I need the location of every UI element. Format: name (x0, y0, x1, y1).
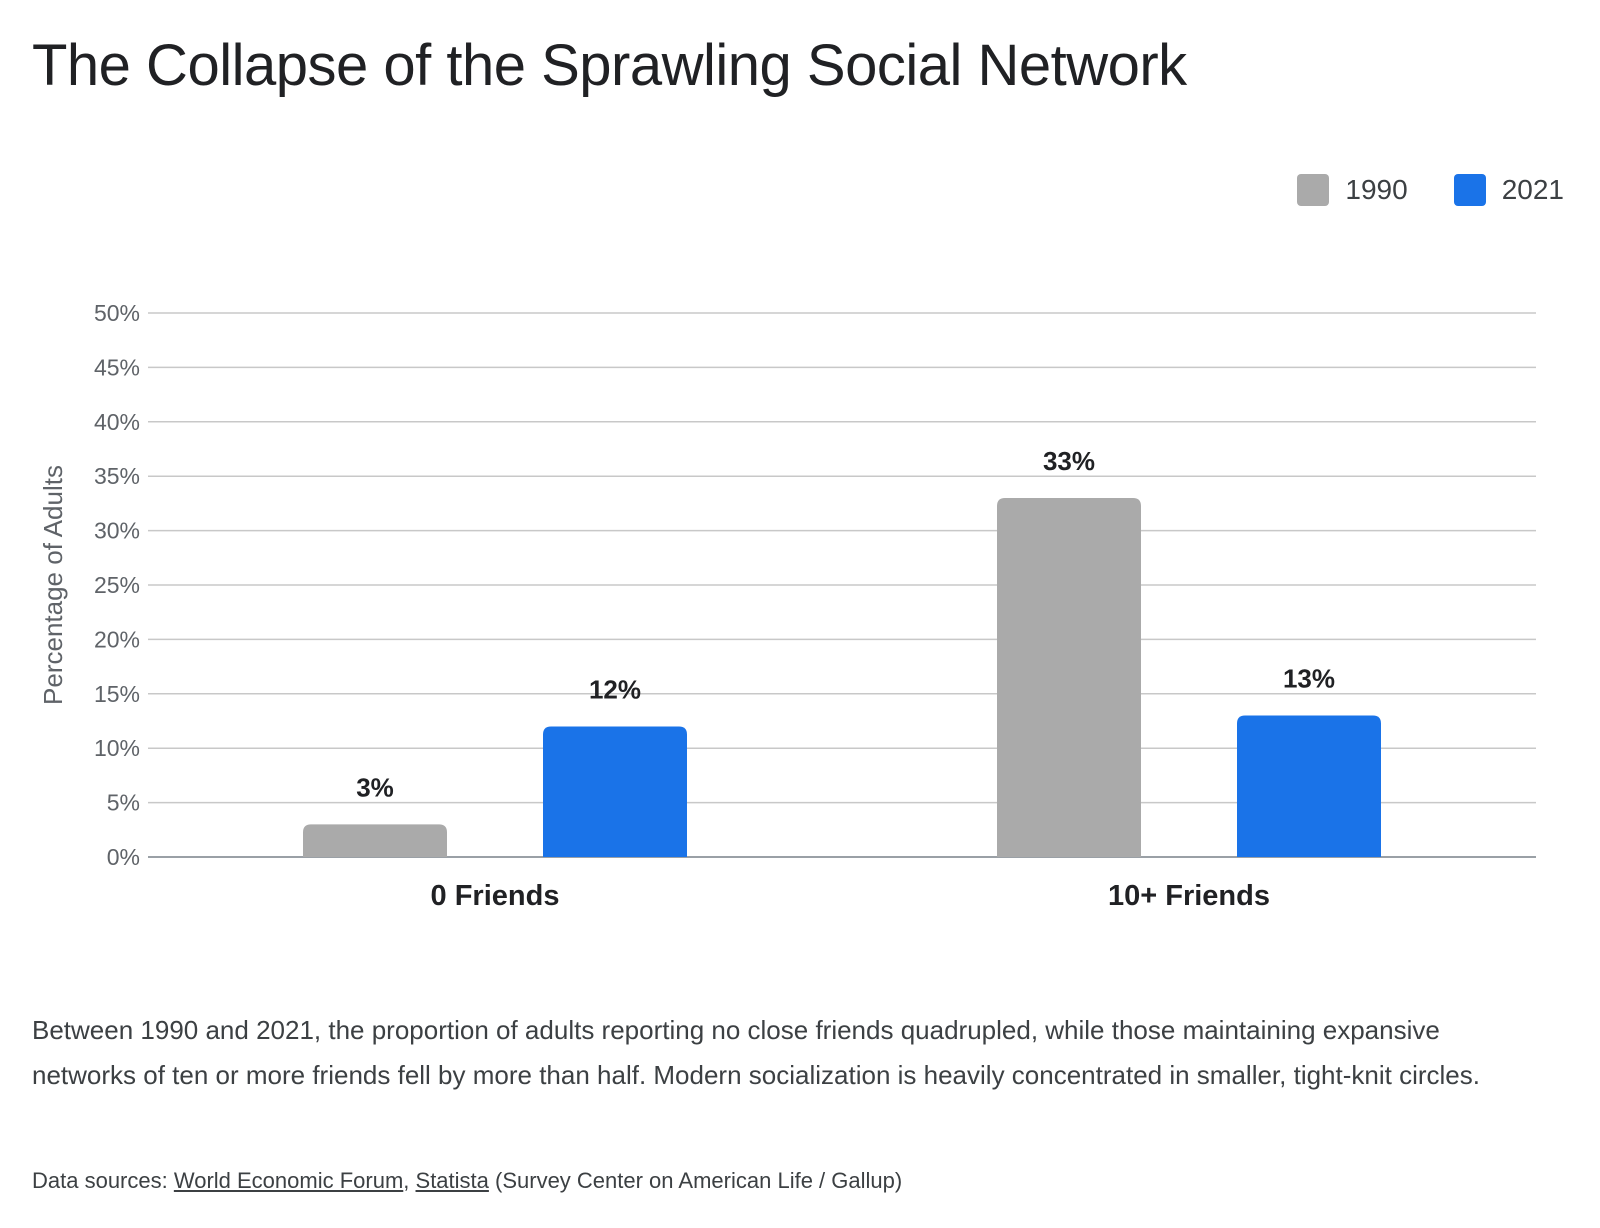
sources-prefix: Data sources: (32, 1168, 174, 1193)
data-label: 13% (1283, 664, 1335, 694)
legend-label-1990: 1990 (1345, 174, 1408, 205)
y-tick-label: 5% (107, 790, 140, 816)
bar-1990-0 (303, 824, 447, 857)
legend: 1990 2021 (1297, 174, 1564, 206)
legend-item-1990: 1990 (1297, 174, 1408, 206)
legend-item-2021: 2021 (1453, 174, 1564, 206)
sources-separator: , (403, 1168, 416, 1193)
y-tick-label: 50% (94, 300, 140, 326)
bar-chart: 0% 5% 10% 15% 20% 25% 30% 35% 40% 45% 50% Percentag… (38, 300, 1536, 912)
chart-description: Between 1990 and 2021, the proportion of… (32, 1015, 1480, 1090)
source-link-statista[interactable]: Statista (415, 1168, 489, 1193)
x-tick-label: 0 Friends (431, 880, 560, 912)
y-tick-label: 45% (94, 354, 140, 380)
data-sources: Data sources: World Economic Forum, Stat… (32, 1168, 902, 1194)
chart-title: The Collapse of the Sprawling Social Net… (32, 33, 1187, 98)
source-link-world-economic-forum[interactable]: World Economic Forum (173, 1168, 404, 1193)
x-tick-label: 10+ Friends (1108, 880, 1270, 912)
y-tick-label: 25% (94, 572, 140, 598)
legend-swatch-1990 (1297, 174, 1330, 206)
legend-label-2021: 2021 (1501, 174, 1564, 205)
bar-1990-1 (997, 497, 1141, 857)
bar-2021-0 (543, 726, 687, 857)
data-label: 33% (1043, 446, 1095, 476)
legend-swatch-2021 (1453, 174, 1486, 206)
y-tick-label: 40% (94, 409, 140, 435)
y-tick-label: 0% (107, 844, 140, 870)
bar-2021-1 (1237, 715, 1381, 857)
y-tick-label: 20% (94, 626, 140, 652)
sources-suffix: (Survey Center on American Life / Gallup… (488, 1168, 903, 1193)
data-label: 12% (589, 674, 641, 704)
data-label: 3% (356, 772, 394, 802)
y-tick-label: 35% (94, 463, 140, 489)
y-tick-label: 15% (94, 681, 140, 707)
y-axis-label: Percentage of Adults (38, 465, 68, 705)
y-tick-label: 10% (94, 735, 140, 761)
y-tick-label: 30% (94, 518, 140, 544)
